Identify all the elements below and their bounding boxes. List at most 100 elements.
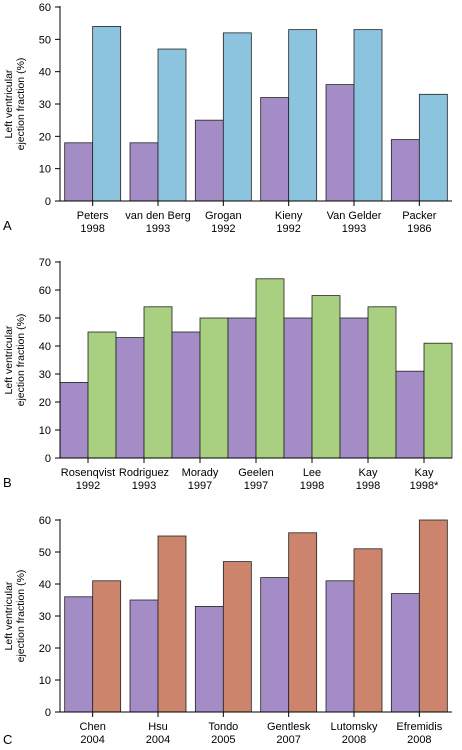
y-tick-label-30: 30 bbox=[39, 99, 51, 111]
panel-b: Rosenqvist1992Rodriguez1993Morady1997Gee… bbox=[3, 257, 453, 492]
bar-series2-1 bbox=[92, 580, 122, 713]
category-label-6-line2: 2008 bbox=[407, 734, 431, 746]
y-tick-label-0: 0 bbox=[45, 196, 51, 208]
bar-series1-3 bbox=[194, 606, 224, 713]
bar-series2-6 bbox=[418, 93, 448, 202]
category-label-3-line2: 1997 bbox=[188, 480, 212, 492]
bar-series2-4 bbox=[288, 532, 318, 713]
category-label-4-line2: 1997 bbox=[244, 480, 268, 492]
y-tick-label-70: 70 bbox=[39, 257, 51, 269]
y-axis-label-line2: ejection fraction (%) bbox=[15, 314, 27, 407]
bar-series2-4 bbox=[288, 29, 318, 202]
bar-series1-1 bbox=[64, 596, 94, 713]
bar-series2-5 bbox=[353, 548, 383, 713]
panel-c: Chen2004Hsu2004Tondo2005Gentlesk2007Luto… bbox=[3, 515, 452, 747]
category-label-6-line1: Kay bbox=[359, 467, 378, 479]
category-label-3-line1: Morady bbox=[182, 467, 219, 479]
bar-series2-5 bbox=[311, 295, 341, 459]
category-label-5-line1: Lutomsky bbox=[330, 721, 378, 733]
y-tick-label-10: 10 bbox=[39, 675, 51, 687]
category-label-2-line2: 2004 bbox=[146, 734, 170, 746]
bar-series2-6 bbox=[418, 519, 448, 713]
category-label-1-line2: 1998 bbox=[80, 223, 104, 235]
bar-series1-7 bbox=[395, 370, 425, 459]
y-axis-label: Left ventricularejection fraction (%) bbox=[3, 570, 27, 663]
bar-series1-6 bbox=[390, 593, 420, 713]
category-label-7-line1: Kay bbox=[415, 467, 434, 479]
panel-letter: B bbox=[3, 475, 12, 490]
y-tick-label-30: 30 bbox=[39, 611, 51, 623]
y-axis-label-line1: Left ventricular bbox=[3, 325, 15, 394]
category-label-2-line1: Hsu bbox=[148, 721, 168, 733]
category-label-5-line1: Lee bbox=[303, 467, 321, 479]
y-tick-label-60: 60 bbox=[39, 2, 51, 14]
y-tick-label-10: 10 bbox=[39, 425, 51, 437]
bar-series1-4 bbox=[260, 577, 290, 713]
bar-series1-5 bbox=[325, 84, 355, 202]
category-label-4-line1: Geelen bbox=[238, 467, 273, 479]
bar-series2-1 bbox=[92, 25, 122, 202]
y-tick-label-10: 10 bbox=[39, 164, 51, 176]
bar-series1-3 bbox=[194, 119, 224, 202]
y-tick-label-50: 50 bbox=[39, 34, 51, 46]
bar-series2-1 bbox=[87, 331, 117, 459]
bar-series1-2 bbox=[129, 142, 159, 202]
category-label-7-line2: 1998* bbox=[410, 480, 439, 492]
category-label-1-line2: 1992 bbox=[76, 480, 100, 492]
category-label-1-line1: Chen bbox=[80, 721, 106, 733]
y-tick-label-0: 0 bbox=[45, 707, 51, 719]
category-label-6-line1: Efremidis bbox=[396, 721, 442, 733]
bar-series1-5 bbox=[283, 317, 313, 459]
category-label-2-line2: 1993 bbox=[146, 223, 170, 235]
category-label-5-line2: 1998 bbox=[300, 480, 324, 492]
category-label-3-line2: 2005 bbox=[211, 734, 235, 746]
category-label-5-line2: 1993 bbox=[342, 223, 366, 235]
y-axis-label-line1: Left ventricular bbox=[3, 581, 15, 650]
bar-series1-2 bbox=[129, 599, 159, 713]
category-label-4-line2: 1992 bbox=[276, 223, 300, 235]
bar-series1-5 bbox=[325, 580, 355, 713]
category-label-2-line1: van den Berg bbox=[125, 210, 190, 222]
category-label-5-line2: 2008 bbox=[342, 734, 366, 746]
category-label-2-line2: 1993 bbox=[132, 480, 156, 492]
bar-series1-4 bbox=[260, 97, 290, 202]
y-axis-label: Left ventricularejection fraction (%) bbox=[3, 58, 27, 151]
y-tick-label-40: 40 bbox=[39, 341, 51, 353]
category-label-1-line1: Rosenqvist bbox=[61, 467, 115, 479]
bar-series2-6 bbox=[367, 306, 397, 459]
category-label-4-line1: Kieny bbox=[275, 210, 303, 222]
bar-series2-7 bbox=[423, 342, 453, 459]
bar-series2-2 bbox=[157, 48, 187, 202]
y-tick-label-60: 60 bbox=[39, 285, 51, 297]
bar-series1-6 bbox=[339, 317, 369, 459]
category-label-3-line2: 1992 bbox=[211, 223, 235, 235]
bar-series1-4 bbox=[227, 317, 257, 459]
panel-letter: A bbox=[3, 218, 12, 233]
category-label-4-line1: Gentlesk bbox=[267, 721, 311, 733]
bar-series1-1 bbox=[59, 381, 89, 459]
y-tick-label-60: 60 bbox=[39, 515, 51, 527]
y-tick-label-20: 20 bbox=[39, 131, 51, 143]
category-label-6-line1: Packer bbox=[402, 210, 437, 222]
bar-series2-2 bbox=[143, 306, 173, 459]
y-axis-label-line2: ejection fraction (%) bbox=[15, 570, 27, 663]
category-label-3-line1: Grogan bbox=[205, 210, 242, 222]
category-label-1-line1: Peters bbox=[77, 210, 109, 222]
y-tick-label-50: 50 bbox=[39, 313, 51, 325]
bar-series2-2 bbox=[157, 535, 187, 713]
category-label-2-line1: Rodriguez bbox=[119, 467, 169, 479]
bar-series1-3 bbox=[171, 331, 201, 459]
category-label-3-line1: Tondo bbox=[208, 721, 238, 733]
bar-series2-4 bbox=[255, 278, 285, 459]
bar-series2-3 bbox=[222, 32, 252, 202]
bar-series1-6 bbox=[390, 139, 420, 202]
y-tick-label-50: 50 bbox=[39, 547, 51, 559]
category-label-4-line2: 2007 bbox=[276, 734, 300, 746]
y-axis-label: Left ventricularejection fraction (%) bbox=[3, 314, 27, 407]
bar-series1-2 bbox=[115, 337, 145, 459]
panel-letter: C bbox=[3, 732, 12, 747]
category-label-1-line2: 2004 bbox=[80, 734, 104, 746]
y-tick-label-20: 20 bbox=[39, 643, 51, 655]
category-label-6-line2: 1998 bbox=[356, 480, 380, 492]
